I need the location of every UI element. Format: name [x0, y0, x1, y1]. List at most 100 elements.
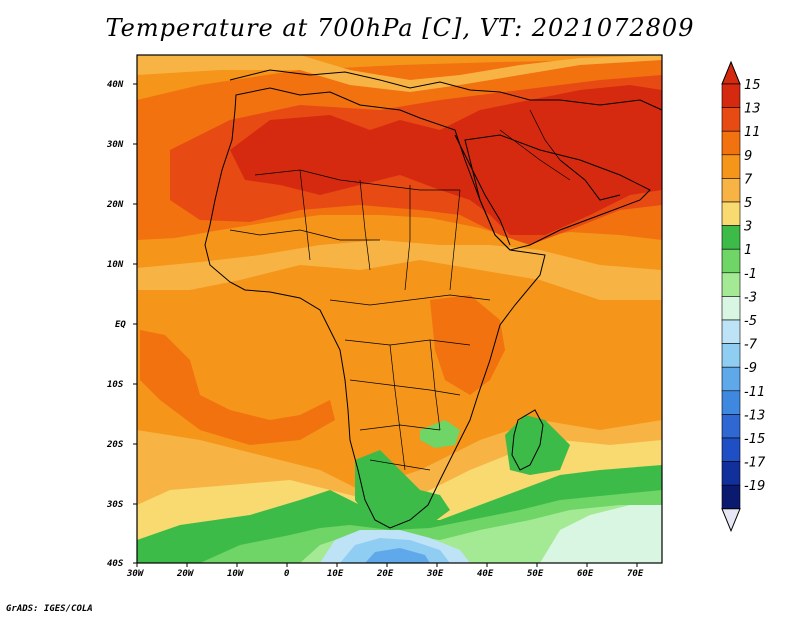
colorbar-label: 15 [744, 78, 761, 93]
colorbar-label: -11 [744, 385, 765, 400]
colorbar-swatch [721, 461, 741, 486]
colorbar: 15 13 11 9 7 5 3 1 -1 -3 -5 -7 -9 -11 -13 -15 -17 -19 [721, 60, 766, 533]
lon-label: 30E [426, 569, 444, 579]
lat-tick-eq: EQ [115, 320, 137, 330]
map-title: Temperature at 700hPa [C], VT: 202107280… [105, 14, 695, 42]
lat-tick-20n: 20N [106, 200, 137, 210]
arabia-coastline [464, 134, 651, 251]
colorbar-label: -13 [744, 408, 765, 423]
sahara-hot-core [230, 85, 662, 235]
colorbar-labels: 15 13 11 9 7 5 3 1 -1 -3 -5 -7 -9 -11 -13 -15 -17 -19 [744, 78, 766, 494]
lat-label: 30N [106, 140, 124, 150]
colorbar-swatch [721, 319, 741, 344]
madagascar-green-patch [505, 415, 570, 475]
colorbar-swatch [721, 130, 741, 156]
lon-label: 20W [176, 569, 195, 579]
lat-label: 30S [106, 500, 124, 510]
credit-text: GrADS: IGES/COLA [6, 604, 93, 614]
country-borders [229, 109, 571, 471]
lat-axis: 40N 30N 20N 10N EQ 10S 20S 30S 40S [106, 80, 137, 569]
southern-mint-band [540, 505, 662, 563]
lon-label: 20E [376, 569, 394, 579]
mediterranean-north-coast [229, 69, 663, 111]
lat-label: 40S [107, 559, 124, 569]
colorbar-swatch [721, 201, 741, 226]
colorbar-bottom-arrow [721, 508, 741, 533]
southern-africa-green-patch [355, 450, 450, 530]
lon-label: 60E [577, 569, 594, 579]
colorbar-swatch [721, 390, 741, 415]
lon-label: 30W [126, 569, 145, 579]
lat-tick-10s: 10S [107, 380, 137, 390]
lat-label: 10S [107, 380, 124, 390]
lon-label: 10W [227, 569, 245, 579]
lon-tick-30w: 30W [126, 563, 145, 579]
colorbar-label: -5 [744, 314, 757, 329]
lon-tick-0: 0 [284, 563, 290, 579]
lon-tick-30e: 30E [426, 563, 444, 579]
colorbar-label: -15 [744, 432, 765, 447]
lon-tick-10w: 10W [227, 563, 245, 579]
lon-tick-20w: 20W [176, 563, 195, 579]
colorbar-swatch [721, 484, 741, 510]
lat-tick-30s: 30S [106, 500, 137, 510]
colorbar-swatch [721, 178, 741, 203]
colorbar-label: 3 [744, 220, 752, 235]
colorbar-top-arrow [721, 60, 741, 85]
west-atlantic-warm-patch [140, 330, 335, 445]
colorbar-swatch [721, 107, 741, 132]
lat-label: 10N [107, 260, 124, 270]
lon-tick-40e: 40E [477, 563, 494, 579]
colorbar-label: 1 [744, 243, 752, 258]
lon-label: 0 [284, 569, 290, 579]
colorbar-swatch [721, 225, 741, 250]
colorbar-swatch [721, 366, 741, 392]
colorbar-swatch [721, 248, 741, 274]
colorbar-label: -3 [744, 290, 757, 305]
lon-label: 70E [627, 569, 644, 579]
lon-label: 10E [327, 569, 344, 579]
lat-label: 20N [106, 200, 124, 210]
lon-tick-20e: 20E [376, 563, 394, 579]
colorbar-swatch [721, 414, 741, 439]
persian-gulf [559, 159, 621, 201]
lon-label: 50E [527, 569, 544, 579]
lon-axis: 30W 20W 10W 0 10E 20E 30E 40E 50E 60E 70… [126, 563, 644, 579]
lat-tick-40n: 40N [107, 80, 137, 90]
red-sea [454, 134, 511, 246]
colorbar-swatch [721, 296, 741, 321]
lon-tick-50e: 50E [527, 563, 544, 579]
madagascar-coastline [511, 409, 544, 471]
lat-label: EQ [115, 320, 126, 330]
colorbar-swatch [721, 83, 741, 108]
zimbabwe-green-patch [420, 420, 460, 448]
lat-tick-40s: 40S [107, 559, 137, 569]
colorbar-swatch [721, 154, 741, 179]
lon-tick-60e: 60E [577, 563, 594, 579]
colorbar-label: 7 [744, 172, 753, 187]
colorbar-label: 13 [744, 102, 761, 117]
colorbar-label: 11 [744, 125, 761, 140]
southern-midblue-patch [365, 548, 430, 563]
lon-tick-70e: 70E [627, 563, 644, 579]
colorbar-swatches [721, 60, 741, 533]
colorbar-swatch [721, 437, 741, 462]
coastlines [204, 69, 663, 529]
colorbar-swatch [721, 343, 741, 368]
colorbar-label: -7 [744, 338, 758, 353]
lat-label: 20S [106, 440, 124, 450]
lon-label: 40E [477, 569, 494, 579]
mediterranean-tan-band [137, 55, 662, 92]
colorbar-label: -1 [744, 267, 757, 282]
map-frame [136, 54, 663, 564]
colorbar-label: 9 [744, 149, 752, 164]
lat-label: 40N [107, 80, 124, 90]
lat-tick-30n: 30N [106, 140, 137, 150]
lat-tick-10n: 10N [107, 260, 137, 270]
colorbar-label: -19 [744, 479, 765, 494]
colorbar-label: 5 [744, 196, 752, 211]
lat-tick-20s: 20S [106, 440, 137, 450]
temperature-field [137, 55, 662, 563]
lon-tick-10e: 10E [327, 563, 344, 579]
